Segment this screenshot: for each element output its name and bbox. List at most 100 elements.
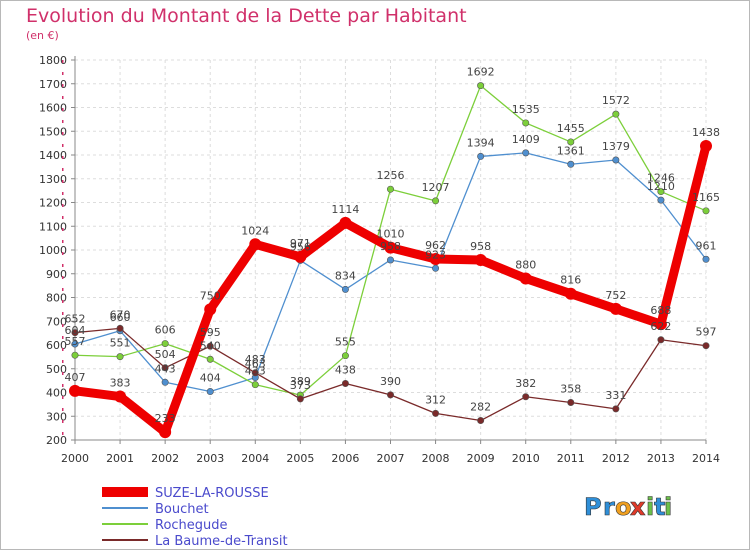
x-tick-label: 2005: [286, 452, 314, 465]
chart-subtitle: (en €): [26, 29, 59, 42]
data-point-la-baume-de-transit: [657, 336, 665, 344]
data-label-rochegude: 389: [290, 375, 311, 388]
y-tick-label: 500: [46, 363, 67, 376]
data-point-la-baume-de-transit: [71, 329, 79, 337]
axis-decoration: [62, 240, 64, 243]
data-label-rochegude: 540: [200, 339, 221, 352]
y-tick-label: 1000: [39, 244, 67, 257]
data-label-la-baume-de-transit: 382: [515, 377, 536, 390]
data-label-bouchet: 1409: [512, 133, 540, 146]
axis-decoration: [62, 180, 64, 183]
x-tick-label: 2000: [61, 452, 89, 465]
data-point-rochegude: [251, 381, 259, 389]
axis-decoration: [62, 300, 64, 303]
data-point-la-baume-de-transit: [206, 342, 214, 350]
y-tick-label: 1200: [39, 197, 67, 210]
data-point-suze-la-rousse: [700, 139, 712, 152]
data-label-la-baume-de-transit: 282: [470, 401, 491, 414]
data-point-bouchet: [386, 256, 394, 264]
axis-decoration: [62, 72, 64, 75]
y-tick-label: 1300: [39, 173, 67, 186]
axis-decoration: [62, 252, 64, 255]
data-label-bouchet: 463: [245, 358, 266, 371]
y-tick-label: 300: [46, 410, 67, 423]
x-tick-label: 2011: [557, 452, 585, 465]
data-label-rochegude: 1165: [692, 191, 720, 204]
data-point-la-baume-de-transit: [522, 393, 530, 401]
data-point-suze-la-rousse: [114, 390, 127, 403]
data-point-bouchet: [657, 196, 665, 204]
y-tick-label: 1600: [39, 102, 67, 115]
x-tick-label: 2010: [512, 452, 540, 465]
data-label-la-baume-de-transit: 597: [696, 326, 717, 339]
axis-decoration: [62, 84, 64, 87]
data-label-bouchet: 1361: [557, 144, 585, 157]
data-point-rochegude: [116, 353, 124, 361]
x-tick-label: 2007: [377, 452, 405, 465]
data-label-la-baume-de-transit: 622: [650, 320, 671, 333]
data-point-suze-la-rousse: [519, 272, 532, 285]
data-label-rochegude: 557: [65, 335, 86, 348]
data-point-la-baume-de-transit: [161, 364, 169, 372]
axis-decoration: [62, 96, 64, 99]
x-tick-label: 2004: [241, 452, 269, 465]
data-point-la-baume-de-transit: [251, 369, 259, 377]
axis-decoration: [62, 168, 64, 171]
data-label-la-baume-de-transit: 483: [245, 353, 266, 366]
axis-decoration: [62, 432, 64, 435]
data-label-la-baume-de-transit: 331: [605, 389, 626, 402]
data-labels: 604 660 443 404 463 956 834 958 923 1394 1409 1361 1…: [65, 66, 721, 426]
data-point-rochegude: [71, 351, 79, 359]
axis-decoration: [62, 228, 64, 231]
y-tick-label: 1400: [39, 149, 67, 162]
x-tick-label: 2003: [196, 452, 224, 465]
legend-label-bouchet: Bouchet: [155, 502, 209, 517]
data-label-suze-la-rousse: 752: [605, 289, 626, 302]
chart-title: Evolution du Montant de la Dette par Hab…: [26, 5, 467, 27]
data-label-bouchet: 404: [200, 372, 221, 385]
data-label-rochegude: 433: [245, 365, 266, 378]
data-point-la-baume-de-transit: [567, 398, 575, 406]
data-point-rochegude: [657, 188, 665, 196]
data-point-suze-la-rousse: [654, 318, 667, 331]
data-point-rochegude: [206, 355, 214, 363]
data-label-rochegude: 606: [155, 324, 176, 337]
axis-decoration: [62, 420, 64, 423]
axis-decoration: [62, 132, 64, 135]
axis-decoration: [62, 396, 64, 399]
data-point-suze-la-rousse: [249, 238, 262, 251]
axis-decoration: [62, 408, 64, 411]
data-point-la-baume-de-transit: [116, 324, 124, 332]
data-label-suze-la-rousse: 233: [155, 412, 176, 425]
logo-letter: o: [615, 493, 632, 521]
data-label-bouchet: 961: [696, 239, 717, 252]
axis-decoration: [62, 324, 64, 327]
data-label-suze-la-rousse: 1024: [241, 224, 269, 237]
axis-decoration: [62, 108, 64, 111]
data-point-bouchet: [477, 152, 485, 160]
data-label-rochegude: 551: [110, 337, 131, 350]
logo-letter: i: [646, 493, 654, 521]
data-label-la-baume-de-transit: 438: [335, 363, 356, 376]
data-point-rochegude: [161, 340, 169, 348]
data-label-la-baume-de-transit: 358: [560, 382, 581, 395]
data-point-la-baume-de-transit: [386, 391, 394, 399]
x-tick-label: 2001: [106, 452, 134, 465]
axis-decoration: [62, 204, 64, 207]
axis-decoration: [62, 120, 64, 123]
data-label-bouchet: 1394: [467, 136, 495, 149]
y-tick-label: 1500: [39, 125, 67, 138]
data-point-bouchet: [161, 378, 169, 386]
data-point-suze-la-rousse: [69, 384, 81, 397]
y-tick-label: 600: [46, 339, 67, 352]
data-point-la-baume-de-transit: [612, 405, 620, 413]
data-label-suze-la-rousse: 383: [110, 377, 131, 390]
data-point-suze-la-rousse: [609, 302, 622, 315]
axis-decoration: [62, 276, 64, 279]
data-label-rochegude: 555: [335, 336, 356, 349]
data-label-rochegude: 1455: [557, 122, 585, 135]
data-point-bouchet: [567, 160, 575, 168]
y-tick-label: 1700: [39, 78, 67, 91]
